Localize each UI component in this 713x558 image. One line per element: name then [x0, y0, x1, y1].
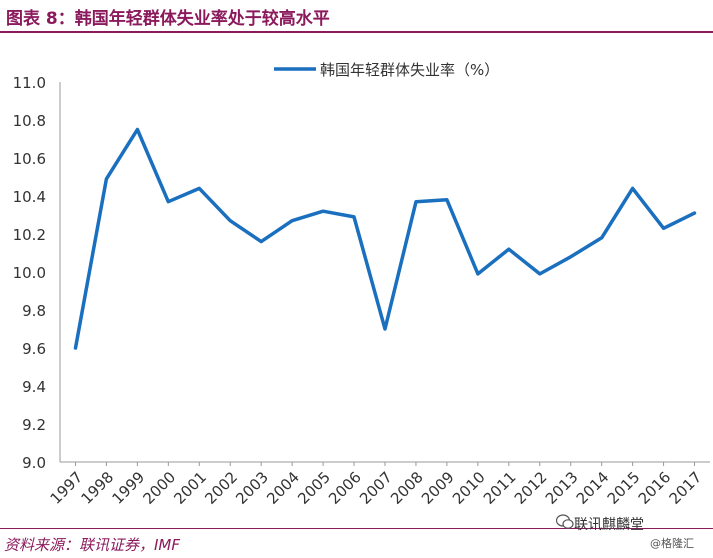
y-tick-label: 9.4	[22, 378, 46, 396]
x-tick-label: 2000	[139, 468, 179, 508]
source-note: 资料来源：联讯证券，IMF	[4, 536, 180, 554]
x-tick-label: 2006	[325, 468, 365, 508]
legend-label: 韩国年轻群体失业率（%）	[320, 61, 499, 79]
title-divider	[0, 31, 713, 33]
y-tick-labels: 9.0 9.2 9.4 9.6 9.8 10.0 10.2 10.4 10.6 10.8 11.0	[13, 74, 46, 472]
x-tick-label: 2002	[201, 468, 241, 508]
x-tick-label: 2014	[573, 468, 613, 508]
x-tick-label: 2007	[356, 468, 396, 508]
x-tick-labels: 1997199819992000200120022003200420052006…	[47, 462, 706, 508]
x-tick-label: 2013	[542, 468, 582, 508]
series-line	[73, 127, 697, 350]
x-tick-label: 2011	[480, 468, 520, 508]
legend: 韩国年轻群体失业率（%）	[274, 61, 499, 79]
y-tick-label: 9.8	[22, 302, 46, 320]
y-tick-label: 9.0	[22, 454, 46, 472]
y-tick-label: 10.4	[13, 188, 46, 206]
y-tick-label: 10.2	[13, 226, 46, 244]
axes	[59, 82, 710, 463]
x-tick-label: 2010	[449, 468, 489, 508]
x-tick-label: 2004	[263, 468, 303, 508]
x-tick-label: 2012	[511, 468, 551, 508]
y-tick-label: 11.0	[13, 74, 46, 92]
y-tick-label: 10.0	[13, 264, 46, 282]
x-tick-label: 2003	[232, 468, 272, 508]
watermark: 联讯麒麟堂	[574, 517, 644, 533]
y-tick-label: 9.2	[22, 416, 46, 434]
y-tick-label: 9.6	[22, 340, 46, 358]
line-chart: 韩国年轻群体失业率（%） 9.0 9.2 9.4 9.6 9.8 10.0 10.2 10.4…	[13, 61, 710, 508]
x-tick-label: 2016	[635, 468, 675, 508]
x-tick-label: 2017	[666, 468, 706, 508]
x-tick-label: 1997	[47, 468, 87, 508]
x-tick-label: 2005	[294, 468, 334, 508]
x-tick-label: 2001	[170, 468, 210, 508]
x-tick-label: 2015	[604, 468, 644, 508]
watermark-sub: @格隆汇	[650, 537, 694, 550]
wechat-icon	[556, 514, 574, 529]
x-tick-label: 1999	[108, 468, 148, 508]
x-tick-label: 1998	[78, 468, 118, 508]
page-title: 图表 8：韩国年轻群体失业率处于较高水平	[6, 9, 330, 29]
x-tick-label: 2008	[387, 468, 427, 508]
x-tick-label: 2009	[418, 468, 458, 508]
y-tick-label: 10.8	[13, 112, 46, 130]
y-tick-label: 10.6	[13, 150, 46, 168]
series-layer	[73, 127, 697, 350]
footer-divider	[0, 528, 713, 529]
